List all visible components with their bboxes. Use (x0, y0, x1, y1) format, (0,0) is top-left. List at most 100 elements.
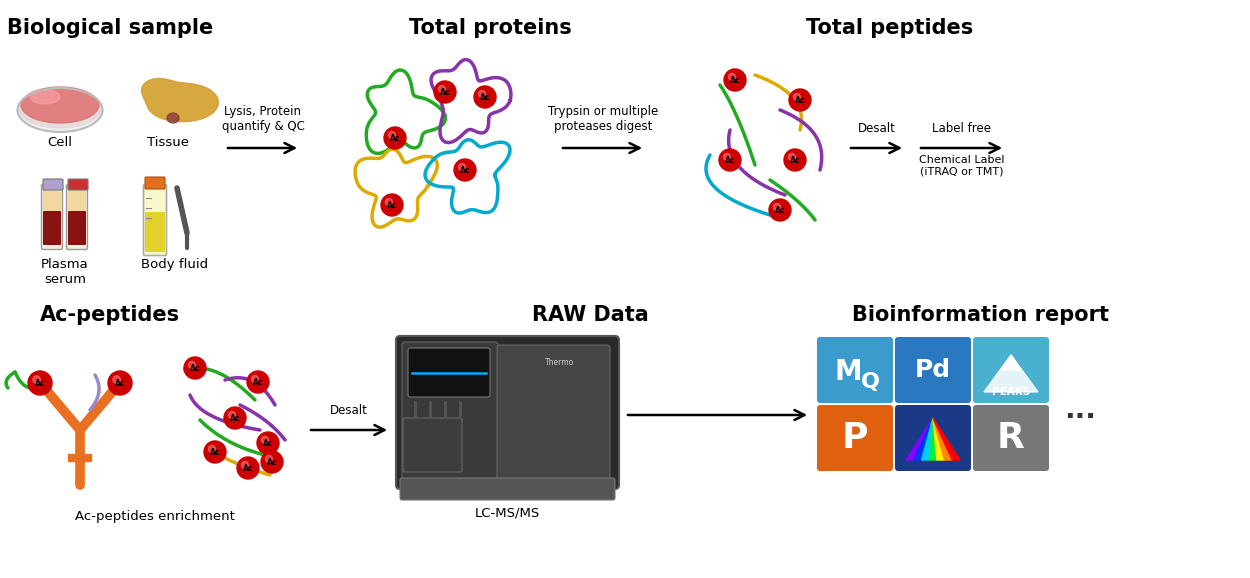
FancyBboxPatch shape (402, 342, 498, 483)
Text: Body fluid: Body fluid (141, 258, 209, 271)
Circle shape (261, 436, 269, 443)
Circle shape (209, 446, 215, 453)
Text: Ac: Ac (460, 166, 470, 175)
FancyBboxPatch shape (895, 337, 971, 403)
Circle shape (28, 371, 52, 395)
Circle shape (474, 86, 496, 108)
FancyBboxPatch shape (498, 345, 610, 480)
Circle shape (107, 371, 132, 395)
Text: Ac: Ac (190, 364, 200, 373)
Circle shape (261, 451, 282, 473)
Circle shape (184, 357, 206, 379)
Text: Ac: Ac (730, 76, 740, 85)
Circle shape (385, 198, 392, 205)
Polygon shape (921, 418, 932, 460)
Circle shape (789, 153, 795, 161)
Circle shape (241, 461, 249, 468)
Text: Plasma
serum: Plasma serum (41, 258, 89, 286)
Polygon shape (1001, 355, 1021, 370)
Text: M: M (834, 358, 861, 386)
Circle shape (454, 159, 476, 181)
FancyBboxPatch shape (145, 177, 165, 189)
Polygon shape (141, 79, 219, 121)
Circle shape (32, 376, 40, 383)
Circle shape (258, 432, 279, 454)
FancyBboxPatch shape (68, 179, 88, 190)
Circle shape (769, 199, 791, 221)
Text: Ac: Ac (115, 379, 125, 388)
Circle shape (434, 81, 456, 103)
Text: Ac: Ac (242, 464, 254, 473)
FancyBboxPatch shape (402, 418, 462, 472)
Circle shape (724, 69, 746, 91)
Text: Ac: Ac (210, 448, 220, 457)
Circle shape (794, 94, 800, 101)
FancyBboxPatch shape (42, 211, 61, 245)
Circle shape (459, 164, 465, 171)
Circle shape (381, 194, 402, 216)
Circle shape (112, 376, 120, 383)
Text: Ac-peptides enrichment: Ac-peptides enrichment (75, 510, 235, 523)
Text: Trypsin or multiple
proteases digest: Trypsin or multiple proteases digest (548, 105, 659, 133)
FancyBboxPatch shape (144, 184, 166, 255)
Text: Ac: Ac (230, 414, 240, 423)
Text: Ac: Ac (262, 439, 274, 448)
Text: Ac: Ac (266, 458, 278, 467)
Circle shape (439, 86, 445, 92)
FancyBboxPatch shape (408, 348, 490, 397)
Text: Desalt: Desalt (330, 404, 367, 417)
Text: Ac: Ac (440, 88, 450, 97)
Circle shape (384, 127, 406, 149)
Text: Ac: Ac (386, 201, 398, 210)
FancyBboxPatch shape (895, 405, 971, 471)
Polygon shape (914, 418, 932, 460)
Text: Biological sample: Biological sample (8, 18, 212, 38)
Text: Bioinformation report: Bioinformation report (851, 305, 1109, 325)
Circle shape (248, 371, 269, 393)
Text: Label free: Label free (932, 122, 991, 135)
Circle shape (265, 455, 272, 462)
Ellipse shape (21, 87, 99, 123)
Text: ...: ... (1064, 396, 1096, 424)
FancyBboxPatch shape (818, 337, 892, 403)
Circle shape (204, 441, 226, 463)
Text: P: P (841, 421, 869, 455)
Circle shape (784, 149, 806, 171)
Circle shape (729, 73, 735, 80)
Circle shape (724, 153, 730, 161)
Polygon shape (929, 418, 936, 460)
FancyBboxPatch shape (396, 336, 619, 489)
Circle shape (189, 361, 195, 368)
Text: Q: Q (860, 372, 880, 392)
Circle shape (774, 203, 780, 210)
FancyBboxPatch shape (972, 337, 1049, 403)
Polygon shape (932, 418, 960, 460)
Text: Ac: Ac (795, 96, 805, 105)
FancyBboxPatch shape (68, 189, 86, 213)
FancyBboxPatch shape (42, 179, 62, 190)
Text: Ac: Ac (253, 378, 264, 387)
Circle shape (224, 407, 246, 429)
FancyBboxPatch shape (41, 184, 62, 250)
Ellipse shape (18, 88, 102, 132)
Text: Cell: Cell (48, 136, 72, 149)
Circle shape (719, 149, 741, 171)
Text: RAW Data: RAW Data (531, 305, 649, 325)
Circle shape (389, 131, 395, 139)
Ellipse shape (30, 90, 60, 104)
Text: Ac: Ac (35, 379, 45, 388)
FancyBboxPatch shape (42, 189, 61, 213)
Text: Ac: Ac (480, 93, 490, 102)
Circle shape (238, 457, 259, 479)
FancyBboxPatch shape (145, 212, 165, 252)
FancyBboxPatch shape (818, 405, 892, 471)
Text: LC-MS/MS: LC-MS/MS (475, 507, 540, 520)
Polygon shape (932, 418, 952, 460)
Ellipse shape (19, 88, 101, 128)
FancyBboxPatch shape (66, 184, 88, 250)
Text: Ac: Ac (725, 156, 735, 165)
Circle shape (251, 375, 259, 383)
Circle shape (479, 90, 485, 98)
Text: Ac: Ac (390, 134, 400, 143)
FancyBboxPatch shape (972, 405, 1049, 471)
